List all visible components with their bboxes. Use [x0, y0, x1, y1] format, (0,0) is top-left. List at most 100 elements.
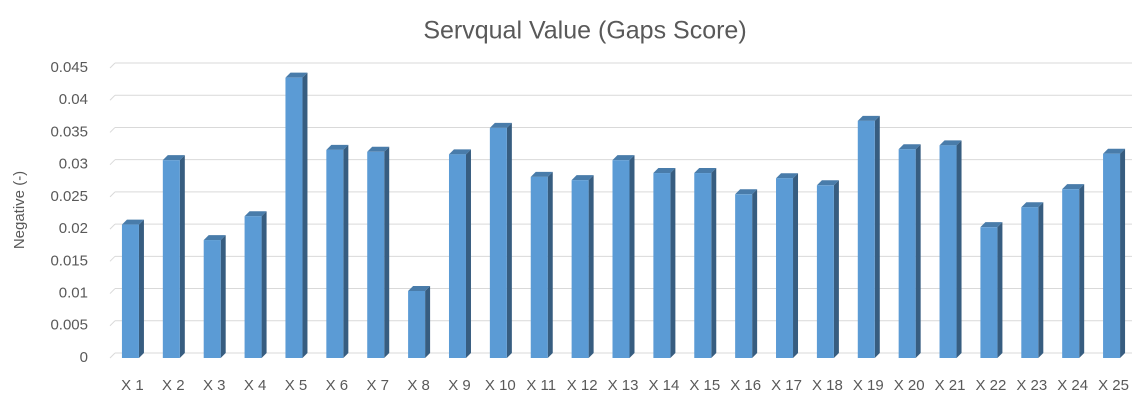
bar-side: [343, 144, 349, 358]
y-tick-label: 0.045: [50, 59, 88, 76]
bar-top: [816, 180, 839, 186]
grid-line-depth: [109, 223, 116, 230]
bar-side: [670, 168, 676, 358]
bar: [735, 194, 753, 358]
bar-top: [1103, 148, 1126, 154]
bar-top: [203, 235, 226, 241]
bar-top: [1062, 184, 1085, 190]
bar-side: [220, 235, 226, 358]
bar-side: [547, 171, 553, 358]
grid-line-depth: [109, 62, 116, 69]
bar: [776, 178, 794, 358]
x-tick-label: X 10: [485, 377, 516, 394]
bar: [367, 151, 385, 358]
bar: [530, 176, 548, 358]
bar-top: [898, 144, 921, 150]
grid-line-depth: [109, 352, 116, 359]
bar: [571, 180, 589, 358]
x-tick-label: X 4: [244, 377, 267, 394]
bar-side: [874, 115, 880, 358]
grid-line-depth: [109, 320, 116, 327]
bar: [1103, 153, 1121, 358]
bar-top: [489, 122, 512, 128]
bar-top: [1021, 202, 1044, 208]
x-tick-label: X 16: [730, 377, 761, 394]
x-tick-label: X 2: [162, 377, 185, 394]
bar-top: [530, 171, 553, 177]
bar-side: [506, 122, 512, 358]
y-tick-label: 0.005: [50, 317, 88, 334]
bar-side: [752, 189, 758, 358]
bar-top: [694, 168, 717, 174]
bar-top: [367, 146, 390, 152]
bar-side: [956, 140, 962, 358]
grid-line-depth: [109, 127, 116, 133]
x-tick-label: X 22: [975, 377, 1006, 394]
x-tick-label: X 19: [853, 377, 884, 394]
bar-side: [261, 211, 267, 358]
bar: [939, 145, 957, 358]
x-tick-label: X 21: [935, 377, 966, 394]
bar-side: [1079, 184, 1085, 358]
x-tick-label: X 11: [526, 377, 556, 394]
bar: [694, 173, 712, 358]
bar: [612, 160, 630, 358]
bar-side: [793, 173, 799, 358]
bar-top: [244, 211, 267, 217]
bar: [1062, 189, 1080, 358]
x-tick-label: X 9: [448, 377, 471, 394]
bar-side: [997, 222, 1003, 358]
bar-side: [915, 144, 921, 358]
y-tick-label: 0.03: [59, 156, 88, 173]
y-tick-label: 0.035: [50, 123, 88, 140]
x-tick-label: X 17: [771, 377, 802, 394]
bar-top: [448, 149, 471, 155]
bar-side: [425, 285, 431, 358]
x-tick-label: X 25: [1098, 377, 1129, 394]
bar-side: [302, 72, 308, 359]
x-tick-label: X 3: [203, 377, 226, 394]
bar: [980, 227, 998, 358]
bar: [857, 120, 875, 358]
x-tick-label: X 5: [285, 377, 308, 394]
bar-side: [588, 175, 594, 358]
bar-top: [408, 285, 431, 291]
bar-top: [939, 140, 962, 146]
bar-side: [711, 168, 717, 358]
bar-top: [776, 173, 799, 179]
bar-side: [833, 180, 839, 358]
bar: [408, 290, 426, 358]
bar-side: [465, 149, 471, 358]
bar: [816, 185, 834, 358]
bar-side: [138, 219, 144, 358]
x-tick-label: X 20: [894, 377, 925, 394]
bar: [898, 149, 916, 358]
x-tick-label: X 7: [366, 377, 389, 394]
x-tick-label: X 6: [326, 377, 349, 394]
x-tick-label: X 23: [1016, 377, 1047, 394]
bar-top: [326, 144, 349, 150]
x-tick-label: X 13: [608, 377, 639, 394]
chart-title: Servqual Value (Gaps Score): [423, 17, 746, 45]
bar: [162, 160, 180, 358]
bar: [1021, 207, 1039, 358]
grid-line-depth: [109, 288, 116, 294]
bar-side: [384, 146, 390, 358]
bar: [285, 77, 303, 359]
bar-top: [735, 189, 758, 195]
bar-top: [162, 155, 185, 161]
y-tick-label: 0.015: [50, 252, 88, 269]
bar: [489, 127, 507, 358]
y-tick-label: 0.01: [59, 285, 88, 302]
bar: [203, 240, 221, 358]
y-axis-label: Negative (-): [11, 171, 28, 249]
bar: [653, 173, 671, 358]
bar-top: [980, 222, 1003, 228]
bar-top: [571, 175, 594, 181]
bar-top: [653, 168, 676, 174]
bar: [244, 216, 262, 358]
x-tick-label: X 1: [121, 377, 144, 394]
y-tick-label: 0.025: [50, 188, 88, 205]
bar-top: [612, 155, 635, 161]
